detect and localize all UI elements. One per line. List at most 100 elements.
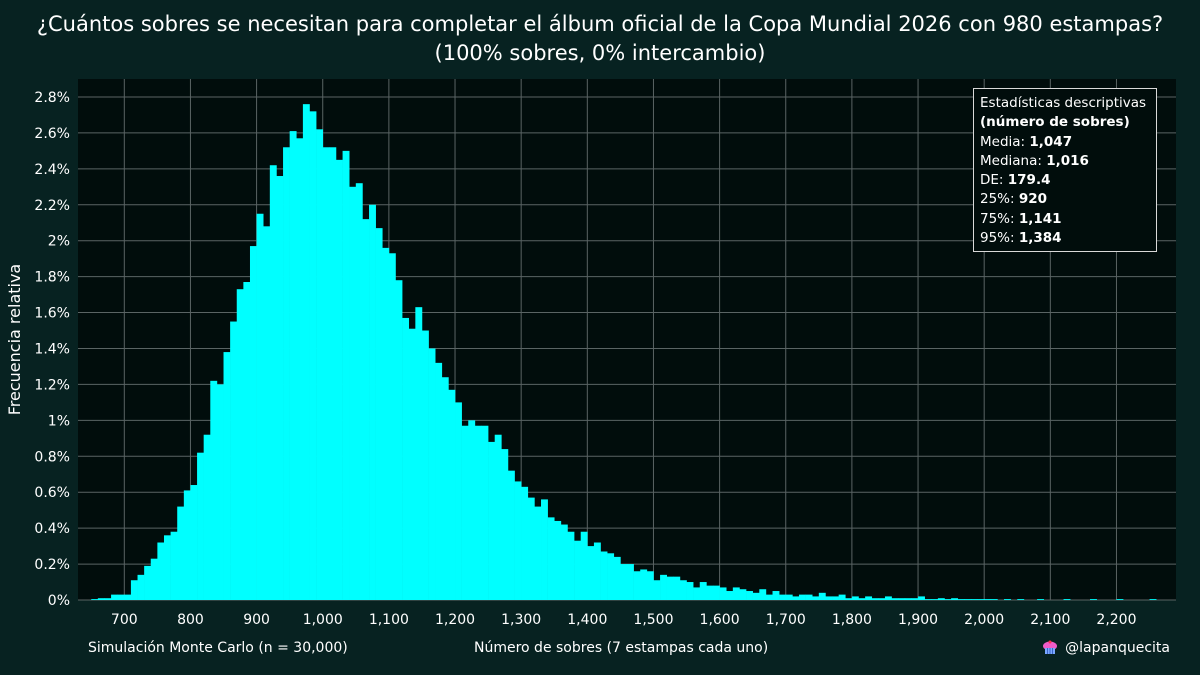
- x-tick-label: 1,600: [700, 612, 740, 628]
- x-tick-label: 2,200: [1096, 612, 1136, 628]
- histogram-bar: [216, 384, 224, 600]
- histogram-bar: [527, 497, 535, 600]
- stats-row: 95%: 1,384: [980, 229, 1150, 248]
- histogram-bar: [1017, 599, 1025, 600]
- y-tick-label: 2.2%: [34, 198, 70, 214]
- y-axis-label: Frecuencia relativa: [5, 264, 24, 415]
- histogram-bar: [646, 571, 654, 600]
- footer-source: Simulación Monte Carlo (n = 30,000): [88, 640, 348, 656]
- histogram-bar: [633, 571, 641, 600]
- histogram-bar: [666, 576, 674, 600]
- y-tick-label: 0%: [48, 593, 70, 609]
- histogram-bar: [732, 587, 740, 600]
- chart-title: ¿Cuántos sobres se necesitan para comple…: [36, 12, 1164, 36]
- histogram-bar: [97, 598, 105, 600]
- histogram-bar: [990, 599, 998, 600]
- stats-value: 1,047: [1029, 133, 1073, 150]
- histogram-bar: [832, 596, 839, 600]
- histogram-bar: [891, 598, 899, 600]
- histogram-bar: [117, 594, 125, 600]
- histogram-bar: [970, 599, 978, 600]
- cupcake-icon: [1041, 640, 1059, 656]
- stats-label: 25%:: [980, 191, 1019, 208]
- y-tick-label: 0.2%: [34, 557, 70, 573]
- stats-value: 179.4: [1007, 172, 1051, 189]
- x-tick-label: 1,200: [435, 612, 475, 628]
- histogram-bar: [507, 470, 515, 600]
- histogram-bar: [342, 150, 350, 601]
- x-tick-label: 1,700: [766, 612, 806, 628]
- histogram-bar: [144, 565, 152, 600]
- histogram-bar: [190, 485, 198, 600]
- stats-rows: Media: 1,047 Mediana: 1,016 DE: 179.4 25%: …: [980, 133, 1150, 249]
- x-axis-label: Número de sobres (7 estampas cada uno): [474, 640, 769, 656]
- y-tick-label: 1.8%: [34, 270, 70, 286]
- histogram-bar: [382, 247, 390, 600]
- histogram-bar: [918, 596, 925, 600]
- histogram-bar: [977, 599, 985, 600]
- y-tick-label: 0.4%: [34, 521, 70, 537]
- histogram-bar: [316, 129, 324, 600]
- histogram-bar: [660, 574, 667, 600]
- histogram-bar: [752, 592, 760, 600]
- histogram-bar: [1004, 599, 1011, 600]
- histogram-bar: [765, 594, 773, 600]
- histogram-bar: [792, 596, 800, 600]
- footer-handle: @lapanquecita: [1065, 640, 1170, 656]
- y-tick-label: 1.4%: [34, 341, 70, 357]
- histogram-bar: [944, 599, 952, 600]
- stats-label: 75%:: [980, 210, 1019, 227]
- histogram-bar: [402, 317, 410, 600]
- histogram-bar: [302, 104, 310, 600]
- histogram-bar: [812, 596, 820, 600]
- x-tick-label: 1,400: [567, 612, 607, 628]
- histogram-bar: [593, 542, 601, 600]
- histogram-bar: [137, 574, 145, 600]
- histogram-bar: [858, 598, 866, 600]
- histogram-bar: [759, 589, 767, 600]
- histogram-bar: [309, 111, 317, 601]
- histogram-bar: [197, 452, 204, 600]
- histogram-bar: [150, 558, 158, 600]
- histogram-bar: [203, 434, 211, 600]
- histogram-bar: [91, 599, 99, 600]
- x-tick-label: 1,000: [303, 612, 343, 628]
- x-tick-label: 1,100: [369, 612, 409, 628]
- histogram-bar: [283, 147, 290, 600]
- y-tick-label: 1.6%: [34, 306, 70, 322]
- histogram-bar: [825, 596, 833, 600]
- y-tick-label: 2%: [48, 234, 70, 250]
- stats-value: 920: [1018, 191, 1048, 208]
- histogram-bar: [183, 490, 191, 600]
- stats-heading: Estadísticas descriptivas: [980, 95, 1147, 111]
- histogram-bar: [388, 253, 396, 601]
- footer-credit: @lapanquecita: [1041, 640, 1170, 656]
- histogram-bar: [1090, 599, 1097, 600]
- histogram-bar: [600, 551, 608, 600]
- y-tick-label: 2.6%: [34, 126, 70, 142]
- histogram-bar: [157, 542, 165, 600]
- histogram-bar: [415, 307, 423, 600]
- histogram-bar: [587, 546, 595, 600]
- histogram-bar: [726, 591, 734, 600]
- stats-row: 75%: 1,141: [980, 210, 1150, 229]
- histogram-bar: [574, 540, 581, 600]
- histogram-bar: [924, 599, 932, 600]
- stats-label: 95%:: [980, 230, 1019, 247]
- histogram-bar: [785, 594, 793, 600]
- histogram-bar: [554, 520, 562, 600]
- chart-subtitle: (100% sobres, 0% intercambio): [434, 41, 766, 65]
- histogram-bar: [845, 598, 853, 600]
- histogram-bar: [871, 598, 879, 600]
- histogram-bar: [931, 599, 939, 600]
- histogram-bar: [739, 589, 747, 600]
- histogram-bar: [395, 280, 403, 600]
- histogram-bar: [243, 282, 251, 600]
- histogram-bar: [355, 183, 363, 600]
- histogram-bar: [163, 535, 171, 600]
- x-tick-label: 2,100: [1030, 612, 1070, 628]
- histogram-bar: [461, 425, 469, 600]
- histogram-bar: [322, 147, 330, 600]
- histogram-bar: [104, 598, 112, 600]
- histogram-bar: [421, 330, 429, 600]
